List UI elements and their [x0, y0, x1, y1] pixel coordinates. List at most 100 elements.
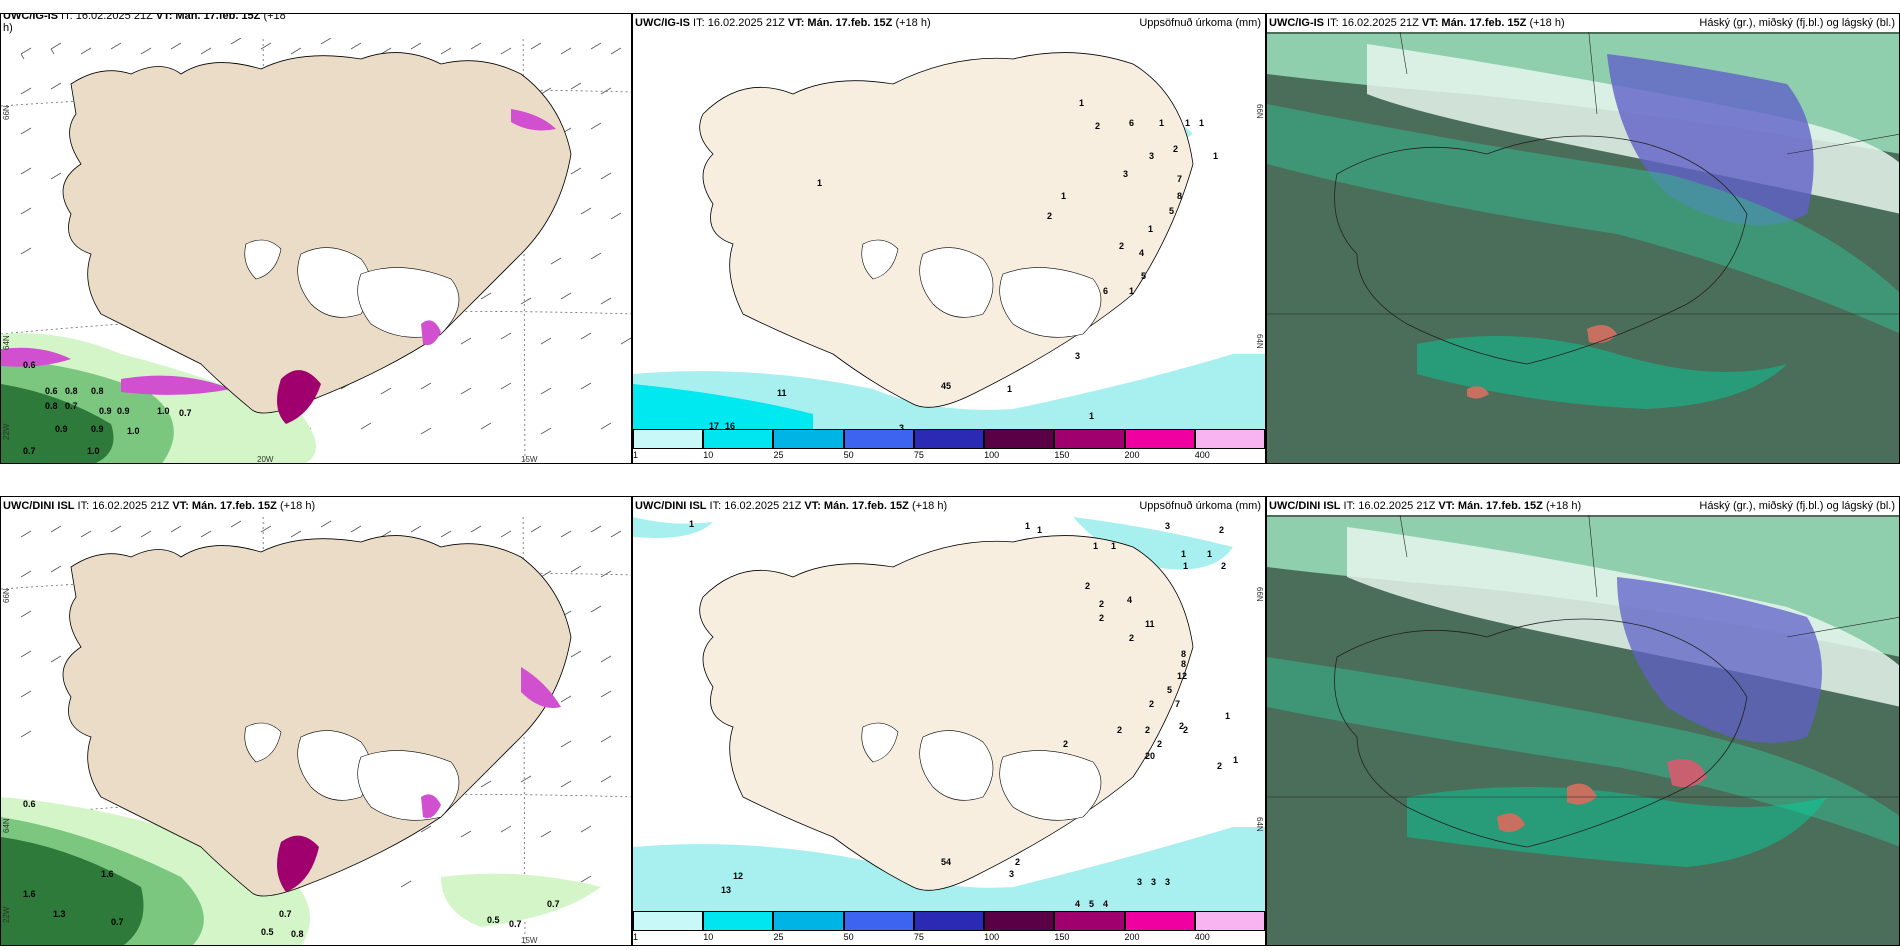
panel-header: UWC/IG-IS IT: 16.02.2025 21Z VT: Mán. 17… [633, 14, 1265, 32]
svg-text:16: 16 [725, 421, 735, 431]
model-name: UWC/IG-IS [635, 17, 690, 29]
svg-text:54: 54 [941, 857, 951, 867]
svg-text:3: 3 [1123, 169, 1128, 179]
svg-text:2: 2 [1157, 739, 1162, 749]
svg-text:1: 1 [817, 178, 822, 188]
colorbar-label: 50 [843, 932, 854, 942]
valid-time: VT: Mán. 17.feb. 15Z [1438, 500, 1543, 512]
colorbar-cell [773, 911, 844, 931]
svg-text:0.7: 0.7 [179, 408, 192, 418]
colorbar-label: 10 [703, 932, 714, 942]
svg-text:3: 3 [1149, 151, 1154, 161]
svg-text:1: 1 [1007, 384, 1012, 394]
svg-text:2: 2 [1095, 121, 1100, 131]
precip-values: 1 1 1 3 2 1 1 1 1 2 1 2 2 4 11 2 2 8 8 1… [689, 519, 1238, 909]
svg-text:1: 1 [1181, 549, 1186, 559]
svg-text:11: 11 [777, 388, 787, 398]
lat-label: 66N [2, 105, 11, 120]
svg-text:0.9: 0.9 [91, 424, 104, 434]
colorbar-cell [843, 911, 914, 931]
svg-text:3: 3 [1165, 521, 1170, 531]
svg-text:0.7: 0.7 [509, 919, 522, 929]
model-name: UWC/DINI ISL [3, 500, 75, 512]
svg-text:2: 2 [1173, 144, 1178, 154]
colorbar-cell [703, 911, 774, 931]
svg-text:1: 1 [1199, 118, 1204, 128]
colorbar-label: 150 [1054, 932, 1070, 942]
svg-text:0.6: 0.6 [23, 360, 36, 370]
svg-text:0.5: 0.5 [487, 915, 500, 925]
lon-label: 15W [521, 455, 538, 464]
svg-text:17: 17 [709, 421, 719, 431]
init-time: IT: 16.02.2025 21Z [74, 500, 173, 512]
init-time: IT: 16.02.2025 21Z [58, 13, 156, 22]
snow-values: 0.6 1.6 1.6 1.3 0.7 0.5 0.8 0.7 0.5 0.7 … [23, 799, 560, 939]
colorbar-cell [1124, 911, 1195, 931]
svg-text:3: 3 [1151, 877, 1156, 887]
panel-header: UWC/DINI ISL IT: 16.02.2025 21Z VT: Mán.… [633, 497, 1265, 515]
lat-label: 22W [2, 423, 11, 440]
svg-text:1.0: 1.0 [157, 406, 170, 416]
lead-time: (+18 h) [1542, 500, 1582, 512]
wind-map: 66N 64N 22W 15W 0.6 1.6 1.6 1.3 0.7 0.5 … [1, 497, 631, 945]
colorbar-label: 25 [773, 932, 784, 942]
svg-text:1.6: 1.6 [23, 889, 36, 899]
svg-text:4: 4 [1127, 595, 1132, 605]
lon-label: 20W [257, 455, 274, 464]
svg-text:45: 45 [941, 381, 951, 391]
svg-text:2: 2 [1099, 613, 1104, 623]
svg-text:12: 12 [1177, 671, 1187, 681]
svg-text:3: 3 [1009, 869, 1014, 879]
svg-text:2: 2 [1217, 761, 1222, 771]
svg-text:1: 1 [1183, 561, 1188, 571]
colorbar-label: 200 [1124, 932, 1140, 942]
svg-text:2: 2 [1063, 739, 1068, 749]
colorbar-label: 100 [984, 450, 1000, 460]
svg-text:1: 1 [1089, 411, 1094, 421]
svg-text:1: 1 [1148, 224, 1153, 234]
svg-text:1: 1 [1225, 711, 1230, 721]
lat-label: 66N [1255, 104, 1264, 119]
svg-text:0.7: 0.7 [111, 917, 124, 927]
svg-text:3: 3 [899, 423, 904, 433]
variable-title: Uppsöfnuð úrkoma (mm) [1139, 17, 1261, 29]
svg-text:2: 2 [1117, 725, 1122, 735]
svg-text:6: 6 [1129, 118, 1134, 128]
colorbar: 1 10 25 50 75 100 150 200 400 [633, 911, 1265, 945]
colorbar-cell [913, 911, 985, 931]
svg-text:0.8: 0.8 [65, 386, 78, 396]
model-name: UWC/DINI ISL [635, 500, 707, 512]
map-panel-dini-clouds: UWC/DINI ISL IT: 16.02.2025 21Z VT: Mán.… [1266, 496, 1900, 946]
svg-text:4: 4 [1075, 899, 1080, 909]
valid-time: VT: Mán. 17.feb. 15Z [1421, 17, 1527, 29]
panel-header: UWC/DINI ISL IT: 16.02.2025 21Z VT: Mán.… [1267, 497, 1899, 515]
svg-text:1: 1 [1159, 118, 1164, 128]
svg-text:4: 4 [1139, 248, 1144, 258]
snow-values: 0.6 0.6 0.8 0.7 0.8 0.8 0.9 0.9 1.0 0.7 … [23, 360, 192, 456]
colorbar-label: 75 [913, 450, 924, 460]
svg-text:1: 1 [1207, 549, 1212, 559]
colorbar-label: 400 [1194, 932, 1210, 942]
panel-header: UWC/IG-IS IT: 16.02.2025 21Z VT: Mán. 17… [1267, 14, 1899, 32]
lead-time: (+18 h) [908, 500, 948, 512]
lead-time: (+18 h) [892, 17, 931, 29]
svg-text:20: 20 [1145, 751, 1155, 761]
svg-text:1: 1 [1037, 525, 1042, 535]
svg-text:7: 7 [1175, 699, 1180, 709]
svg-text:0.6: 0.6 [45, 386, 58, 396]
map-panel-igis-precip: UWC/IG-IS IT: 16.02.2025 21Z VT: Mán. 17… [632, 13, 1266, 464]
colorbar-label: 150 [1054, 450, 1070, 460]
colorbar-cell [633, 429, 704, 449]
svg-text:2: 2 [1047, 211, 1052, 221]
svg-text:0.7: 0.7 [279, 909, 292, 919]
svg-text:1: 1 [689, 519, 694, 529]
variable-title: Háský (gr.), miðský (fj.bl.) og lágský (… [1699, 17, 1895, 29]
svg-text:0.5: 0.5 [261, 927, 274, 937]
colorbar-label: 400 [1194, 450, 1210, 460]
svg-text:1: 1 [1061, 191, 1066, 201]
valid-time: VT: Mán. 17.feb. 15Z [787, 17, 893, 29]
precip-map: 66N 64N 1 1 1 3 2 1 1 1 1 2 1 2 2 4 11 2… [633, 497, 1265, 945]
map-panel-dini-wind: UWC/DINI ISL IT: 16.02.2025 21Z VT: Mán.… [0, 496, 632, 946]
svg-text:1: 1 [1185, 118, 1190, 128]
svg-text:0.7: 0.7 [23, 446, 36, 456]
